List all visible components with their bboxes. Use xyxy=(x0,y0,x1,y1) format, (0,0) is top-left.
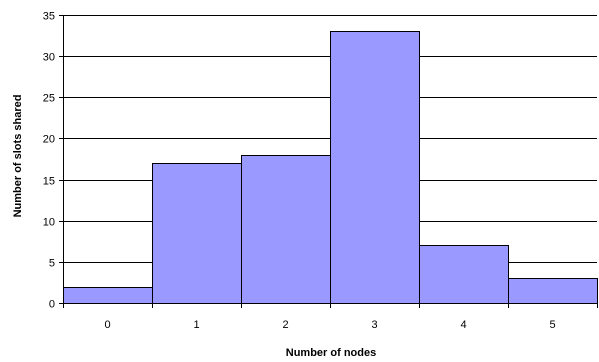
bar-3 xyxy=(330,31,420,304)
bar-0 xyxy=(63,287,153,304)
y-tick-label-35: 35 xyxy=(43,11,55,23)
x-tick-label-0: 0 xyxy=(104,319,110,331)
x-tick-label-3: 3 xyxy=(371,319,377,331)
y-tick-label-30: 30 xyxy=(43,52,55,64)
y-tick-labels: 0 5 10 15 20 25 30 35 xyxy=(43,11,55,311)
y-tick-label-5: 5 xyxy=(49,258,55,270)
x-tick-label-5: 5 xyxy=(549,319,555,331)
bar-1 xyxy=(152,163,242,304)
axes xyxy=(59,15,598,308)
x-axis-title: Number of nodes xyxy=(286,347,376,359)
y-tick-label-25: 25 xyxy=(43,93,55,105)
x-tick-label-4: 4 xyxy=(460,319,466,331)
y-tick-label-10: 10 xyxy=(43,217,55,229)
bar-2 xyxy=(241,155,331,304)
x-tick-label-2: 2 xyxy=(282,319,288,331)
y-axis-title: Number of slots shared xyxy=(12,95,24,218)
bar-4 xyxy=(419,245,509,304)
y-tick-label-20: 20 xyxy=(43,134,55,146)
x-tick-labels: 0 1 2 3 4 5 xyxy=(104,319,555,331)
y-tick-label-15: 15 xyxy=(43,176,55,188)
x-tick-label-1: 1 xyxy=(193,319,199,331)
y-tick-label-0: 0 xyxy=(49,299,55,311)
bar-5 xyxy=(508,278,598,304)
